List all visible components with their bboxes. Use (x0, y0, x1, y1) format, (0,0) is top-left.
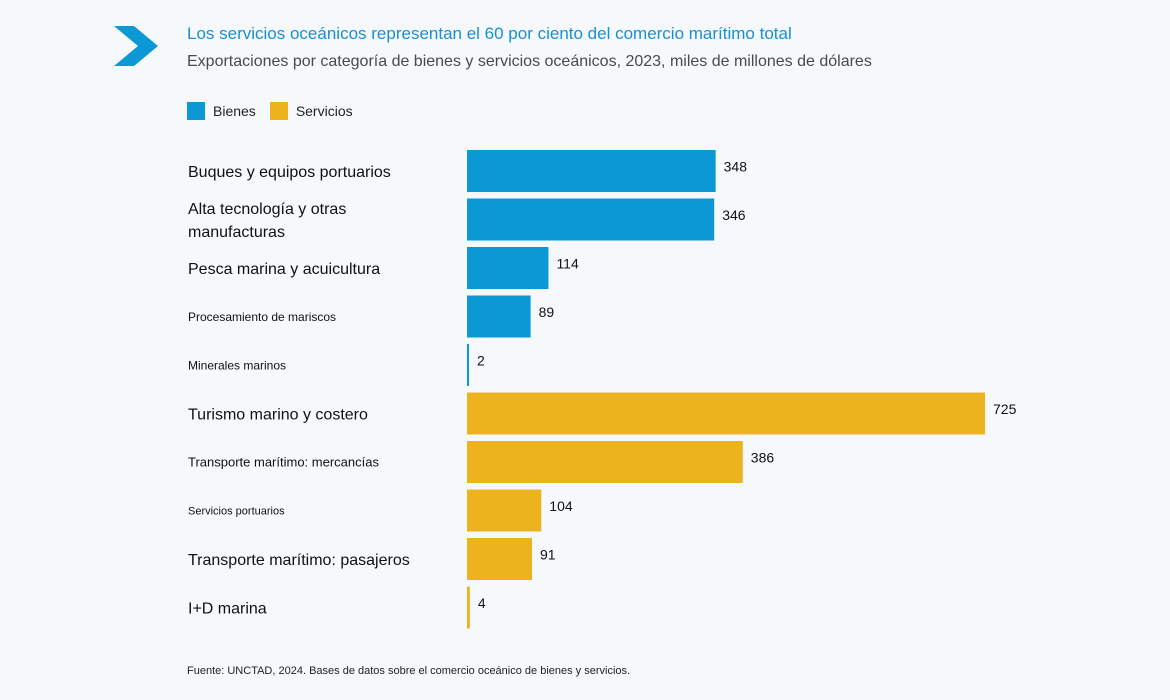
legend-item-bienes: Bienes (187, 102, 256, 120)
legend-label-servicios: Servicios (295, 103, 353, 119)
value-label-4: 2 (477, 353, 485, 369)
bar-7 (467, 489, 542, 532)
category-label-2: Pesca marina y acuicultura (188, 261, 380, 278)
category-label-3: Procesamiento de mariscos (188, 310, 336, 324)
value-label-1: 346 (722, 207, 746, 223)
legend-label-bienes: Bienes (213, 103, 256, 119)
category-label-4: Minerales marinos (188, 358, 286, 372)
legend-swatch-servicios (269, 102, 288, 120)
bar-2 (467, 247, 549, 289)
bar-8 (467, 538, 533, 580)
source-note: Fuente: UNCTAD, 2024. Bases de datos sob… (187, 665, 631, 677)
category-label-9: I+D marina (188, 600, 267, 617)
legend-swatch-bienes (187, 102, 205, 120)
value-label-2: 114 (556, 256, 579, 272)
category-label-7: Servicios portuarios (188, 505, 285, 517)
bar-3 (467, 295, 531, 338)
category-label-0: Buques y equipos portuarios (188, 164, 391, 181)
category-label-5: Turismo marino y costero (188, 406, 368, 423)
legend-item-servicios: Servicios (269, 102, 353, 120)
bar-6 (467, 441, 743, 483)
bar-1 (467, 198, 715, 241)
value-label-3: 89 (539, 304, 555, 320)
bar-9 (467, 586, 470, 629)
chart-subtitle: Exportaciones por categoría de bienes y … (187, 53, 872, 70)
bar-4 (467, 344, 469, 386)
value-label-5: 725 (993, 401, 1017, 417)
value-label-9: 4 (478, 595, 486, 611)
chevron-right-icon (114, 26, 158, 66)
bar-0 (467, 150, 716, 192)
bar-5 (467, 392, 985, 435)
category-label-8: Transporte marítimo: pasajeros (188, 552, 410, 569)
chart-title: Los servicios oceánicos representan el 6… (187, 24, 792, 43)
category-label-1: Alta tecnología y otras manufacturas (188, 201, 346, 241)
value-label-8: 91 (540, 547, 556, 563)
value-label-0: 348 (724, 159, 748, 175)
value-label-6: 386 (751, 450, 775, 466)
value-label-7: 104 (549, 498, 573, 514)
chart-legend: Bienes Servicios (187, 102, 367, 120)
category-label-6: Transporte marítimo: mercancías (188, 455, 379, 470)
